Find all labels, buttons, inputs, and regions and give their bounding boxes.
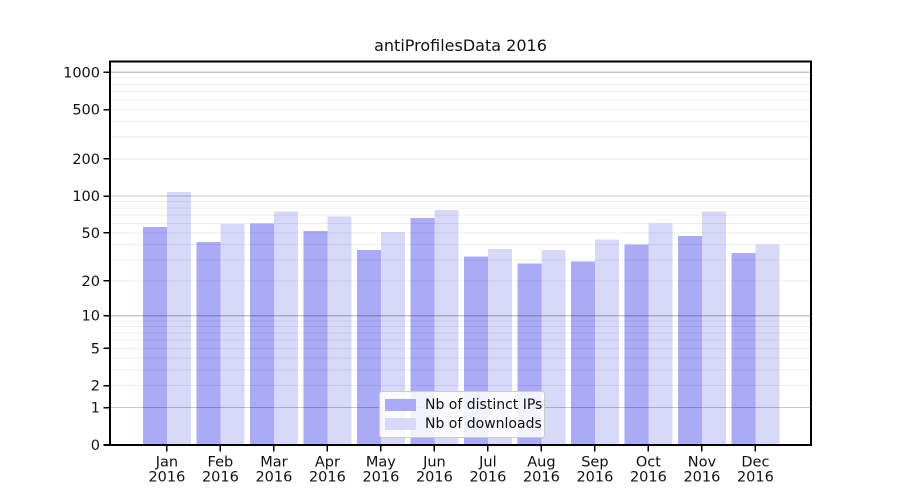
legend-swatch-distinct-ips: [385, 399, 416, 412]
legend-item-distinct-ips: Nb of distinct IPs: [385, 396, 543, 415]
y-tick-label: 2: [91, 379, 100, 395]
bar-downloads-aug: [541, 250, 566, 445]
chart-title: antiProfilesData 2016: [374, 36, 547, 55]
x-tick-label-year: 2016: [362, 470, 399, 486]
bar-downloads-nov: [701, 211, 726, 445]
x-tick-label-month: Jul: [478, 455, 497, 471]
bar-distinct_ips-sep: [570, 261, 595, 445]
bar-distinct_ips-feb: [196, 242, 221, 445]
y-tick-label: 100: [72, 189, 100, 205]
x-tick-label-month: Mar: [260, 455, 287, 471]
x-tick-label-month: Feb: [208, 455, 234, 471]
x-tick-label-year: 2016: [255, 470, 292, 486]
x-tick-label-month: Jun: [422, 455, 446, 471]
x-tick-label-month: Apr: [315, 455, 340, 471]
bar-distinct_ips-oct: [624, 244, 649, 445]
bar-downloads-mar: [273, 211, 298, 445]
x-tick-label-year: 2016: [416, 470, 453, 486]
x-tick-label-month: Nov: [688, 455, 717, 471]
x-tick-label-year: 2016: [576, 470, 613, 486]
bar-downloads-dec: [755, 244, 780, 445]
bar-distinct_ips-apr: [303, 230, 328, 445]
x-tick-label-year: 2016: [309, 470, 346, 486]
bar-distinct_ips-mar: [249, 223, 274, 445]
y-tick-label: 5: [91, 341, 100, 357]
legend: Nb of distinct IPs Nb of downloads: [379, 391, 545, 438]
bar-distinct_ips-may: [356, 250, 381, 445]
x-tick-label-month: Oct: [636, 455, 661, 471]
x-tick-label-month: Jan: [155, 455, 178, 471]
x-tick-label-month: May: [366, 455, 396, 471]
bar-downloads-oct: [648, 223, 673, 445]
x-tick-label-year: 2016: [469, 470, 506, 486]
y-tick-label: 10: [82, 309, 100, 325]
bar-distinct_ips-dec: [731, 253, 756, 445]
y-tick-label: 1000: [63, 65, 100, 81]
legend-label-downloads: Nb of downloads: [425, 415, 542, 432]
x-tick-label-year: 2016: [148, 470, 185, 486]
bar-downloads-sep: [594, 239, 619, 445]
x-tick-label-month: Sep: [581, 455, 608, 471]
x-tick-label-year: 2016: [523, 470, 560, 486]
y-tick-label: 0: [91, 438, 100, 454]
x-tick-label-year: 2016: [683, 470, 720, 486]
y-tick-label: 20: [82, 274, 100, 290]
bar-downloads-apr: [327, 216, 352, 445]
x-tick-label-month: Dec: [741, 455, 769, 471]
legend-label-distinct-ips: Nb of distinct IPs: [425, 397, 543, 414]
y-tick-label: 500: [72, 103, 100, 119]
legend-item-downloads: Nb of downloads: [385, 415, 542, 434]
legend-swatch-downloads: [385, 417, 416, 430]
y-tick-label: 1: [91, 401, 100, 417]
y-tick-label: 50: [82, 226, 100, 242]
bar-distinct_ips-jan: [142, 226, 167, 445]
y-tick-label: 200: [72, 152, 100, 168]
plot-border: [109, 60, 812, 446]
bar-distinct_ips-nov: [677, 236, 702, 445]
bar-downloads-feb: [220, 224, 245, 445]
x-tick-label-year: 2016: [202, 470, 239, 486]
bar-downloads-jan: [166, 191, 191, 445]
x-tick-label-year: 2016: [630, 470, 667, 486]
x-tick-label-year: 2016: [737, 470, 774, 486]
x-tick-label-month: Aug: [527, 455, 555, 471]
